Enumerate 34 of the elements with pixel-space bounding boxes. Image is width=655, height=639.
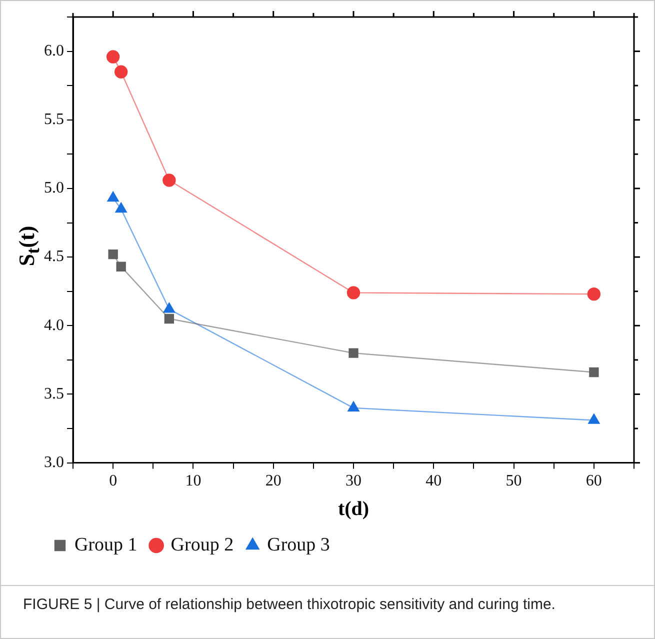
legend-label: Group 3 — [267, 534, 330, 556]
y-tick-label: 5.0 — [44, 180, 64, 197]
point — [107, 191, 119, 202]
point — [116, 262, 126, 272]
point — [163, 302, 175, 313]
caption: FIGURE 5 | Curve of relationship between thixotropic sensitivity and curing time. — [1, 585, 654, 616]
x-tick-label: 20 — [265, 472, 282, 490]
point — [348, 348, 358, 358]
x-tick-label: 10 — [185, 472, 202, 490]
y-tick-label: 5.5 — [44, 111, 64, 128]
point — [115, 202, 127, 213]
point — [164, 314, 174, 324]
point — [348, 401, 360, 412]
y-tick-label: 3.0 — [44, 454, 64, 472]
point — [114, 65, 128, 78]
x-tick-label: 0 — [109, 472, 118, 490]
legend-label: Group 2 — [170, 534, 234, 556]
point — [346, 286, 360, 300]
x-tick-label: 60 — [586, 472, 602, 490]
x-tick-label: 30 — [346, 472, 362, 490]
x-tick-label: 50 — [506, 472, 522, 490]
point — [587, 287, 601, 301]
x-tick-label: 40 — [426, 472, 442, 490]
point — [108, 249, 118, 260]
point — [106, 50, 120, 64]
legend-label: Group 1 — [74, 534, 138, 556]
x-axis-title: t(d) — [338, 498, 370, 520]
point — [588, 414, 600, 424]
y-tick-label: 4.5 — [44, 248, 64, 266]
y-tick-label: 4.0 — [44, 316, 64, 334]
point — [589, 367, 599, 378]
point — [162, 174, 176, 187]
y-tick-label: 3.5 — [44, 385, 64, 402]
y-tick-label: 6.0 — [44, 42, 64, 60]
